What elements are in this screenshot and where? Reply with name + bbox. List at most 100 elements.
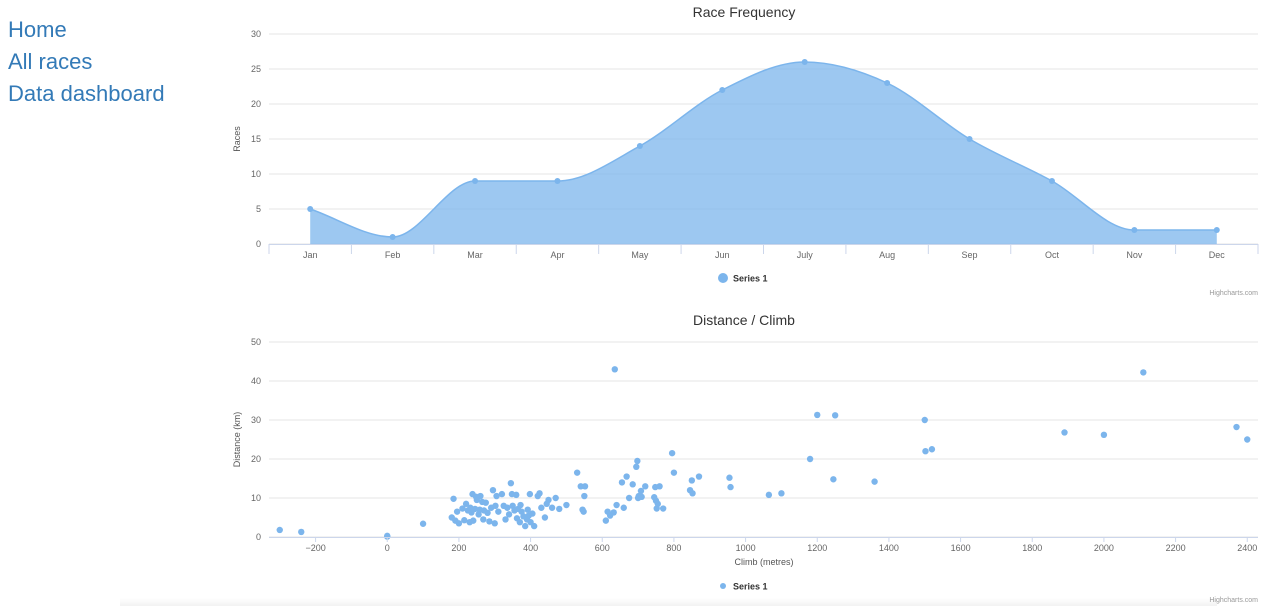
data-point	[928, 446, 936, 453]
nav-link-home[interactable]: Home	[8, 17, 67, 42]
data-point	[450, 495, 457, 502]
data-point	[623, 473, 630, 480]
x-tick-label: Jun	[715, 250, 730, 260]
data-point	[455, 520, 463, 527]
credits-link[interactable]: Highcharts.com	[1209, 290, 1258, 297]
data-point	[637, 487, 645, 495]
x-tick-label: 0	[385, 543, 390, 553]
data-point	[778, 490, 785, 497]
data-point	[636, 143, 643, 149]
y-axis-title: Distance (km)	[232, 412, 242, 468]
y-tick-label: 50	[251, 337, 261, 347]
data-point	[642, 483, 649, 490]
legend-marker	[718, 273, 728, 283]
x-tick-label: 1400	[879, 543, 899, 553]
data-point	[610, 509, 617, 516]
data-point	[389, 234, 396, 240]
data-point	[966, 136, 973, 142]
x-tick-label: Oct	[1045, 250, 1060, 260]
x-tick-label: Jan	[303, 250, 318, 260]
x-tick-label: May	[631, 250, 649, 260]
data-point	[765, 491, 773, 499]
nav-link-all-races[interactable]: All races	[8, 49, 93, 74]
y-tick-label: 0	[256, 239, 261, 249]
x-tick-label: Aug	[879, 250, 895, 260]
data-point	[472, 178, 479, 184]
data-point	[689, 490, 696, 497]
y-tick-label: 40	[251, 376, 261, 386]
y-tick-label: 5	[256, 204, 261, 214]
x-tick-label: 2400	[1237, 543, 1257, 553]
data-point	[1233, 423, 1240, 431]
legend-marker	[720, 583, 726, 589]
data-point	[659, 505, 667, 512]
data-point	[801, 59, 808, 65]
data-point	[548, 504, 556, 511]
legend[interactable]: Series 1	[720, 582, 768, 592]
data-point	[495, 508, 502, 515]
x-tick-label: Sep	[962, 250, 978, 260]
y-tick-label: 10	[251, 493, 261, 503]
data-point	[513, 491, 520, 499]
data-point	[530, 522, 538, 530]
x-tick-label: Dec	[1209, 250, 1226, 260]
data-point	[556, 505, 563, 513]
data-point	[462, 500, 470, 508]
grid-lines	[269, 341, 1258, 538]
data-point	[726, 474, 733, 481]
data-point	[384, 533, 391, 540]
data-point	[618, 479, 626, 486]
distance-climb-chart: Distance / Climb Distance (km) Climb (me…	[228, 308, 1268, 606]
x-tick-label: 400	[523, 543, 538, 553]
data-point	[461, 517, 468, 524]
data-point	[502, 516, 509, 523]
data-point	[654, 500, 661, 508]
series-line	[309, 61, 1217, 238]
data-point	[830, 476, 837, 483]
legend[interactable]: Series 1	[718, 273, 768, 284]
data-point	[480, 516, 487, 523]
data-point	[419, 520, 427, 527]
y-tick-label: 20	[251, 99, 261, 109]
data-point	[831, 412, 839, 419]
data-point	[871, 478, 878, 485]
legend-label: Series 1	[733, 274, 768, 284]
data-point	[814, 411, 821, 419]
y-tick-label: 10	[251, 169, 261, 179]
x-tick-label: −200	[305, 543, 325, 553]
data-point	[298, 528, 305, 536]
data-point	[516, 518, 524, 526]
x-tick-label: 600	[595, 543, 610, 553]
data-point	[536, 490, 543, 497]
x-tick-label: 1200	[807, 543, 827, 553]
data-point	[529, 510, 536, 517]
data-point	[482, 499, 489, 506]
x-tick-label: 1000	[736, 543, 756, 553]
data-point	[505, 511, 513, 518]
chart-title: Race Frequency	[693, 4, 796, 20]
data-point	[625, 494, 633, 502]
data-point	[498, 490, 506, 498]
data-point	[486, 518, 493, 525]
data-point	[541, 514, 549, 521]
x-tick-label: July	[797, 250, 814, 260]
data-point	[554, 178, 561, 184]
data-point	[611, 366, 618, 373]
data-point	[668, 449, 676, 457]
y-tick-label: 25	[251, 64, 261, 74]
data-point	[695, 473, 703, 480]
data-point	[1131, 227, 1138, 233]
data-point	[638, 493, 645, 501]
data-point	[602, 517, 610, 524]
chart-title: Distance / Climb	[693, 312, 795, 328]
data-point	[522, 522, 529, 530]
credits-link[interactable]: Highcharts.com	[1209, 597, 1258, 604]
data-point	[453, 508, 461, 515]
y-tick-label: 0	[256, 532, 261, 542]
data-point	[670, 469, 678, 476]
x-tick-label: Feb	[385, 250, 401, 260]
data-point	[552, 494, 559, 502]
x-axis-title: Climb (metres)	[734, 557, 793, 567]
nav-link-data-dashboard[interactable]: Data dashboard	[8, 81, 165, 106]
site-nav: Home All races Data dashboard	[8, 14, 165, 110]
